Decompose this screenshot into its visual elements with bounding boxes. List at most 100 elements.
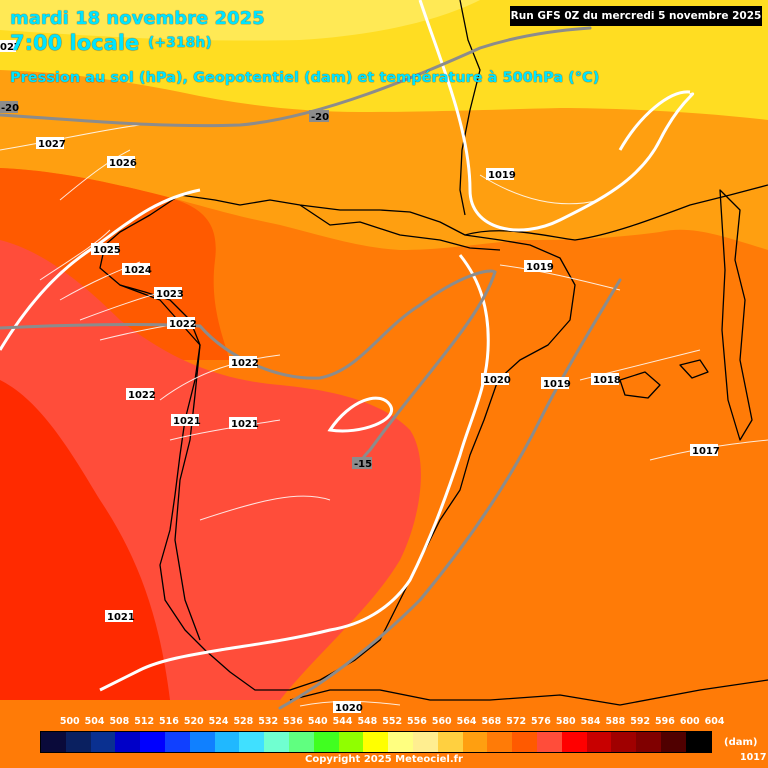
- forecast-time: 7:00 locale: [10, 31, 140, 55]
- legend-swatch: [437, 732, 463, 752]
- isobar-1021b: [199, 495, 331, 521]
- isobar-1022b: [159, 354, 281, 401]
- pyrenees-border: [299, 204, 501, 251]
- forecast-date: mardi 18 novembre 2025: [10, 8, 265, 29]
- svg-text:1019: 1019: [543, 379, 571, 390]
- isobar-label: 1021: [105, 610, 135, 623]
- svg-text:1020: 1020: [335, 703, 363, 714]
- legend-swatch: [65, 732, 91, 752]
- legend-swatch: [313, 732, 339, 752]
- isobar-label: 1020: [481, 373, 511, 386]
- legend-swatch: [487, 732, 513, 752]
- legend-tick-label: 508: [109, 716, 130, 727]
- temp-minus-20: [0, 26, 592, 128]
- legend-swatch: [363, 732, 389, 752]
- svg-text:1020: 1020: [483, 375, 511, 386]
- isobar-1019a: [479, 174, 601, 205]
- legend-tick-label: 580: [555, 716, 576, 727]
- isobar-1021a: [169, 419, 281, 441]
- legend-swatch: [412, 732, 438, 752]
- legend-swatch: [164, 732, 190, 752]
- legend-tick-label: 532: [258, 716, 279, 727]
- legend-tick-label: 556: [407, 716, 427, 727]
- copyright-text: Copyright 2025 Meteociel.fr: [305, 754, 463, 765]
- svg-text:1017: 1017: [692, 446, 720, 457]
- svg-text:1024: 1024: [124, 265, 152, 276]
- corsica-sardinia: [719, 189, 753, 441]
- legend-swatch: [140, 732, 165, 752]
- isobar-label: 1022: [167, 317, 197, 330]
- legend-tick-label: 552: [382, 716, 403, 727]
- balearics-1: [619, 371, 661, 399]
- legend-swatch: [462, 732, 488, 752]
- portugal-border: [119, 284, 201, 641]
- contour-2: [0, 188, 201, 351]
- isobar-label: 1021: [171, 414, 201, 427]
- legend-tick-label: 592: [630, 716, 651, 727]
- legend-swatch: [338, 732, 364, 752]
- legend-swatch: [536, 732, 562, 752]
- legend-tick-label: 604: [704, 716, 725, 727]
- legend-tick-label: 520: [183, 716, 204, 727]
- legend-swatch: [115, 732, 141, 752]
- model-run-info: Run GFS 0Z du mercredi 5 novembre 2025: [510, 6, 762, 26]
- temp-minus-15b: [278, 278, 622, 710]
- isobar-label: 1022: [229, 356, 259, 369]
- north-africa-coast: [289, 679, 768, 706]
- legend-tick-label: 516: [159, 716, 179, 727]
- legend-swatch: [214, 732, 240, 752]
- france-coast: [459, 0, 768, 241]
- temperature-label: -15: [352, 457, 372, 470]
- legend-tick-label: 572: [506, 716, 527, 727]
- legend-swatch: [239, 732, 265, 752]
- svg-text:1027: 1027: [38, 139, 66, 150]
- legend-tick-label: 500: [59, 716, 80, 727]
- legend-tick-label: 536: [283, 716, 303, 727]
- legend-tick-label: 584: [580, 716, 601, 727]
- legend-swatch: [41, 732, 66, 752]
- isobar-label: 1026: [107, 156, 137, 169]
- map-subtitle: Pression au sol (hPa), Geopotentiel (dam…: [10, 70, 600, 86]
- svg-text:1021: 1021: [173, 416, 201, 427]
- svg-text:027: 027: [0, 42, 21, 53]
- legend-tick-label: 588: [605, 716, 626, 727]
- svg-text:1018: 1018: [593, 375, 621, 386]
- legend-swatch: [512, 732, 537, 752]
- isobar-label: 1019: [541, 377, 571, 390]
- contour-5: [618, 90, 691, 151]
- legend-unit: (dam): [724, 737, 758, 748]
- isobar-label: 1022: [126, 388, 156, 401]
- contour-4: [327, 396, 394, 433]
- isobar-1019b: [499, 264, 621, 291]
- svg-text:1019: 1019: [488, 170, 516, 181]
- svg-text:-20: -20: [311, 112, 329, 123]
- legend-tick-label: 548: [357, 716, 378, 727]
- legend-tick-label: 568: [481, 716, 502, 727]
- isobar-labels: 027 1027 1026 1025 1024 1023 1022 1022 1…: [0, 40, 720, 714]
- geopotential-contours: [0, 0, 695, 692]
- svg-text:1025: 1025: [93, 245, 121, 256]
- legend-tick-label: 512: [134, 716, 155, 727]
- contour-3: [99, 254, 490, 692]
- svg-text:1022: 1022: [231, 358, 259, 369]
- legend-swatch: [586, 732, 612, 752]
- legend-swatch: [561, 732, 587, 752]
- isobar-label: 1025: [91, 243, 121, 256]
- svg-text:1026: 1026: [109, 158, 137, 169]
- isobar-1026: [59, 149, 131, 201]
- shade-yellow-top: [0, 0, 480, 41]
- legend-tick-label: 600: [679, 716, 700, 727]
- isobar-label: 1019: [486, 168, 516, 181]
- legend-swatch: [189, 732, 215, 752]
- legend-swatch: [388, 732, 413, 752]
- legend-tick-label: 528: [233, 716, 254, 727]
- svg-text:-15: -15: [354, 459, 372, 470]
- isobar-label: 1023: [154, 287, 184, 300]
- legend-tick-label: 524: [208, 716, 229, 727]
- temperature-label: -20: [0, 101, 19, 114]
- legend-swatch: [660, 732, 686, 752]
- isobar-1025: [39, 229, 111, 281]
- legend-swatch: [685, 732, 711, 752]
- legend-color-scale: [40, 731, 712, 753]
